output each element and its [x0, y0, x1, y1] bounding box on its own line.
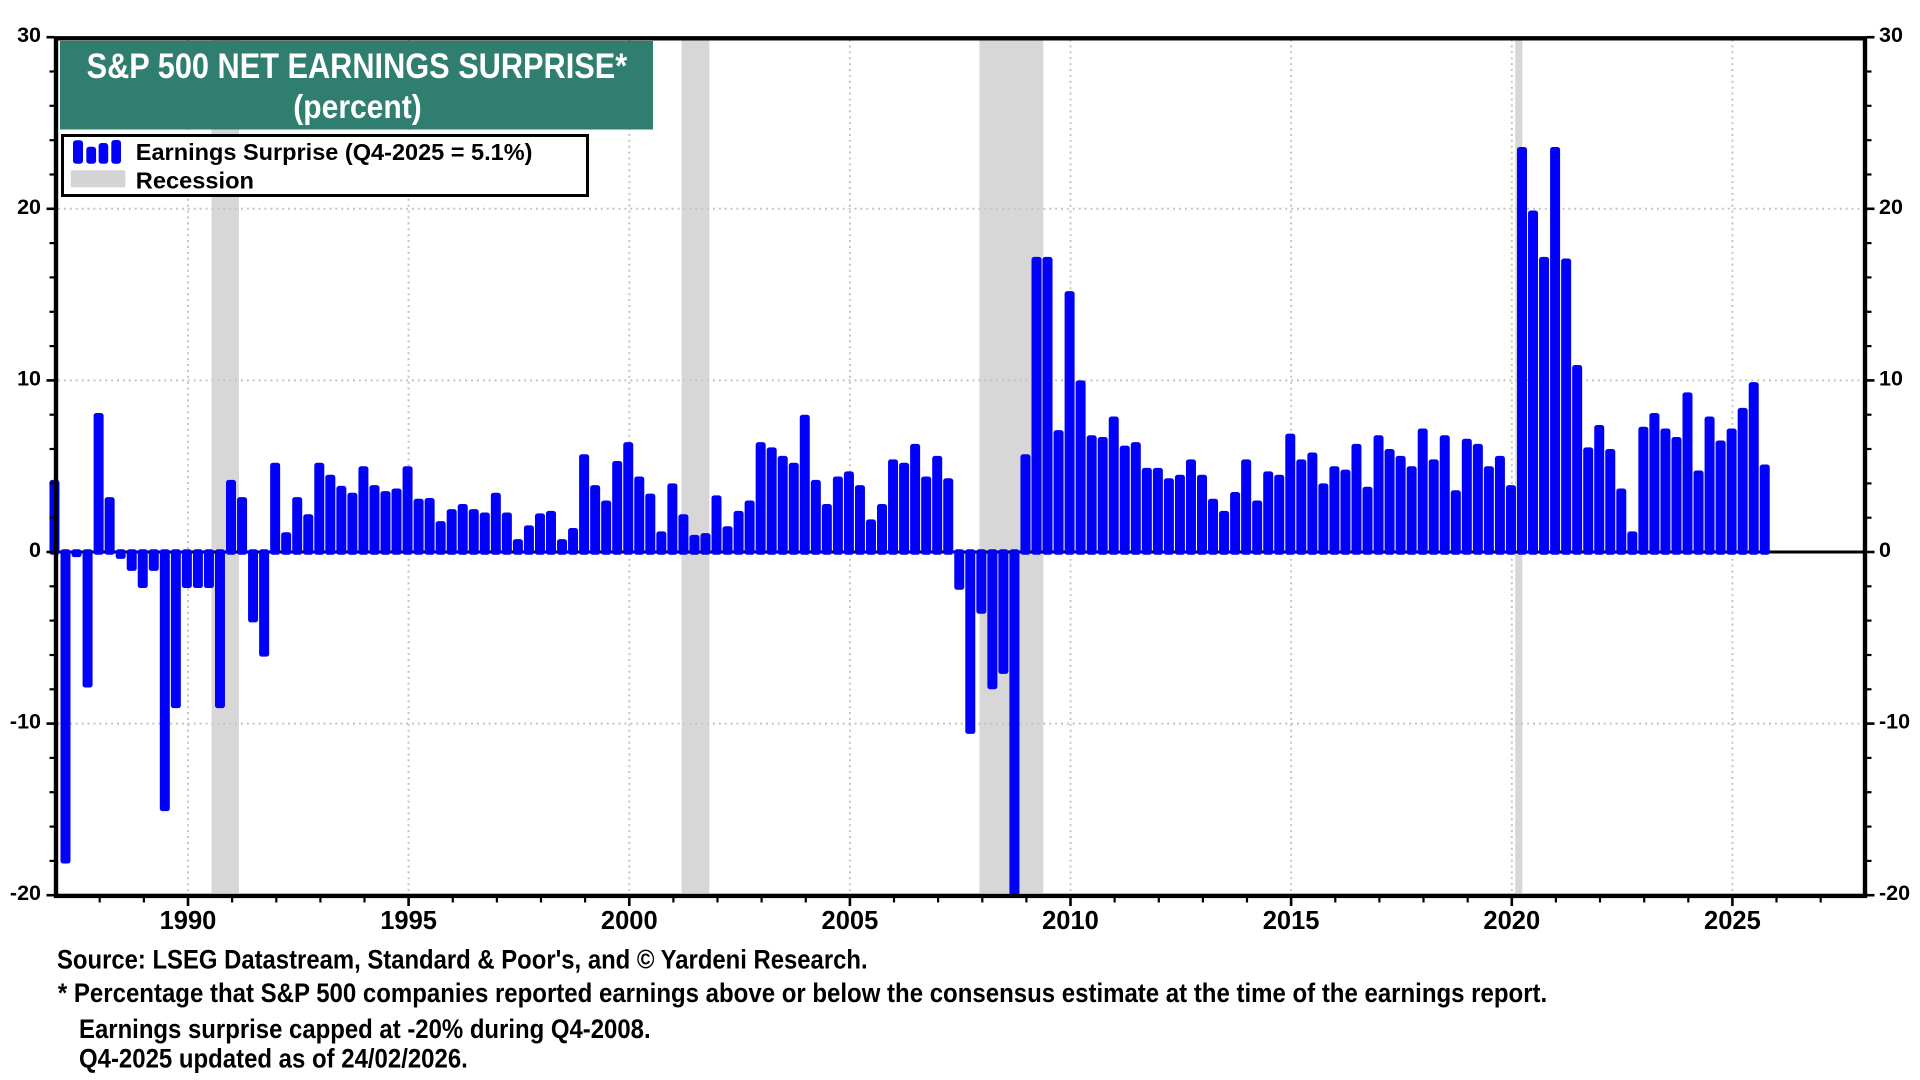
svg-text:0: 0	[1879, 538, 1891, 562]
svg-text:Recession: Recession	[136, 167, 254, 193]
svg-text:1995: 1995	[380, 907, 437, 935]
svg-text:-20: -20	[1879, 881, 1910, 905]
svg-text:1990: 1990	[160, 907, 217, 935]
svg-text:2025: 2025	[1704, 907, 1761, 935]
svg-text:-10: -10	[10, 710, 41, 734]
svg-text:Earnings surprise capped at -2: Earnings surprise capped at -20% during …	[79, 1014, 651, 1044]
svg-text:30: 30	[17, 23, 41, 47]
svg-text:2015: 2015	[1263, 907, 1320, 935]
svg-text:(percent): (percent)	[293, 88, 421, 125]
svg-text:30: 30	[1879, 23, 1903, 47]
svg-text:Source: LSEG Datastream, Stand: Source: LSEG Datastream, Standard & Poor…	[57, 944, 868, 974]
svg-text:* Percentage that S&P 500 comp: * Percentage that S&P 500 companies repo…	[58, 978, 1547, 1008]
svg-text:20: 20	[1879, 195, 1903, 219]
svg-text:10: 10	[17, 366, 41, 390]
svg-text:-20: -20	[10, 881, 41, 905]
svg-text:10: 10	[1879, 366, 1903, 390]
svg-text:Earnings Surprise (Q4-2025 = 5: Earnings Surprise (Q4-2025 = 5.1%)	[136, 139, 533, 165]
svg-text:-10: -10	[1879, 710, 1910, 734]
svg-text:2020: 2020	[1483, 907, 1540, 935]
svg-text:20: 20	[17, 195, 41, 219]
svg-text:2010: 2010	[1042, 907, 1099, 935]
svg-text:2000: 2000	[601, 907, 658, 935]
svg-text:2005: 2005	[822, 907, 879, 935]
svg-text:S&P 500 NET EARNINGS SURPRISE*: S&P 500 NET EARNINGS SURPRISE*	[87, 46, 628, 86]
svg-text:0: 0	[29, 538, 41, 562]
svg-text:Q4-2025 updated as of 24/02/20: Q4-2025 updated as of 24/02/2026.	[79, 1044, 468, 1074]
